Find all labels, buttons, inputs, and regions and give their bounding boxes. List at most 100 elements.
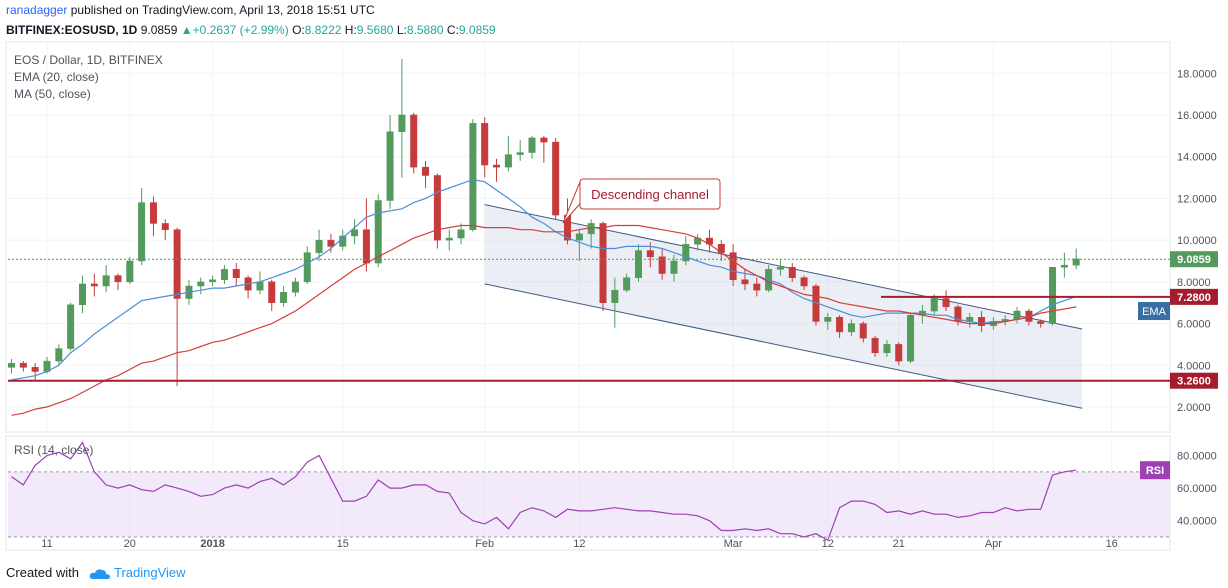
last-price-badge-bg	[1170, 251, 1218, 268]
candle-body	[824, 317, 832, 322]
candle-body	[422, 166, 430, 176]
candle-body	[753, 283, 761, 291]
price-chart[interactable]: 2.0000 4.0000 6.0000 8.0000 10.0000 12.0000 14…	[0, 40, 1228, 558]
o-label: O:	[292, 23, 305, 37]
candle-body	[493, 164, 501, 168]
rsi-line	[11, 441, 1077, 542]
resistance-badge-bg	[1170, 288, 1218, 305]
candle-body	[303, 252, 311, 283]
l-label: L:	[396, 23, 407, 37]
channel-fill	[484, 204, 1083, 409]
candle-body	[138, 202, 146, 262]
candle-body	[682, 244, 690, 262]
price-badges: 9.0859 7.2800 3.2600 EMA	[1138, 251, 1218, 389]
h-label: H:	[344, 23, 357, 37]
candle-body	[1037, 321, 1045, 324]
candle-body	[847, 323, 855, 333]
candle-body	[895, 344, 903, 362]
author-link[interactable]: ranadagger	[6, 3, 68, 17]
tradingview-cloud-icon	[89, 568, 110, 579]
rsi-badge-bg	[1140, 461, 1170, 480]
time-tick-label: Mar	[724, 538, 743, 550]
publish-text: published on TradingView.com, April 13, …	[67, 3, 375, 17]
candle-body	[232, 269, 240, 278]
grid	[8, 42, 1170, 550]
candle-body	[433, 175, 441, 241]
callout-joint	[581, 185, 595, 205]
time-axis[interactable]: 11 20 2018 15 Feb 12 Mar 12 21 Apr 16	[41, 538, 1118, 550]
candle-body	[374, 200, 382, 264]
candle-body	[114, 275, 122, 283]
candle-body	[552, 141, 560, 216]
price-tick-label: 10.0000	[1177, 235, 1217, 247]
time-tick-label: Feb	[475, 538, 494, 550]
c-label: C:	[446, 23, 459, 37]
candle-body	[1072, 258, 1080, 266]
candle-body	[161, 223, 169, 230]
candle-body	[90, 283, 98, 287]
price-axis[interactable]: 2.0000 4.0000 6.0000 8.0000 10.0000 12.0000 14…	[1177, 68, 1217, 414]
candle-body	[670, 260, 678, 274]
candle-body	[658, 256, 666, 274]
candle-body	[871, 337, 879, 353]
ema-badge: EMA	[1142, 306, 1167, 318]
channel-lower-line[interactable]	[484, 283, 1083, 409]
candle-body	[268, 281, 276, 303]
last-price: 9.0859	[140, 23, 178, 37]
candle-body	[907, 314, 915, 362]
time-tick-label: 2018	[200, 538, 224, 550]
candle-body	[540, 137, 548, 143]
candle-body	[126, 260, 134, 283]
tradingview-logo-text[interactable]: TradingView	[114, 565, 186, 580]
candle-body	[504, 154, 512, 168]
candle-body	[1060, 264, 1068, 268]
price-change-value: +0.2637 (+2.99%)	[192, 23, 289, 37]
callout-box	[579, 178, 721, 210]
candle-body	[398, 114, 406, 132]
rsi-legend: RSI (14, close)	[14, 443, 94, 457]
price-tick-label: 8.0000	[1177, 277, 1211, 289]
rsi-badge: RSI	[1146, 465, 1164, 477]
candle-body	[481, 123, 489, 166]
candle-body	[315, 239, 323, 253]
candle-body	[256, 281, 264, 291]
legend-ema: EMA (20, close)	[14, 70, 99, 84]
candle-body	[31, 367, 39, 372]
annotation-callout[interactable]: Descending channel	[562, 178, 721, 224]
symbol-name: BITFINEX:EOSUSD, 1D	[6, 23, 138, 37]
chart-legend: EOS / Dollar, 1D, BITFINEX EMA (20, clos…	[14, 52, 163, 103]
candles	[8, 58, 1080, 387]
price-tick-label: 6.0000	[1177, 319, 1211, 331]
time-tick-label: 12	[822, 538, 834, 550]
channel-upper-line[interactable]	[484, 204, 1083, 330]
candle-body	[386, 131, 394, 201]
candle-body	[836, 317, 844, 333]
candle-body	[469, 123, 477, 230]
candle-body	[729, 252, 737, 281]
last-price-badge: 9.0859	[1177, 254, 1211, 266]
candle-body	[800, 277, 808, 287]
callout-text: Descending channel	[591, 187, 709, 202]
price-tick-label: 4.0000	[1177, 360, 1211, 372]
price-tick-label: 18.0000	[1177, 68, 1217, 80]
candle-body	[55, 348, 63, 362]
candle-body	[741, 279, 749, 285]
time-tick-label: 12	[573, 538, 585, 550]
candle-body	[634, 250, 642, 278]
rsi-tick-label: 80.0000	[1177, 451, 1217, 463]
legend-title: EOS / Dollar, 1D, BITFINEX	[14, 53, 163, 67]
candle-body	[942, 298, 950, 308]
symbol-info: BITFINEX:EOSUSD, 1D 9.0859 ▲+0.2637 (+2.…	[0, 20, 1228, 40]
rsi-indicator: 40.0000 60.0000 80.0000 RSI	[8, 441, 1217, 542]
resistance-badge: 7.2800	[1177, 292, 1211, 304]
time-tick-label: 11	[41, 538, 52, 550]
price-tick-label: 14.0000	[1177, 152, 1217, 164]
candle-body	[457, 229, 465, 239]
candle-body	[516, 152, 524, 155]
price-change: ▲	[180, 23, 193, 37]
l-value: 8.5880	[406, 23, 444, 37]
o-value: 8.8222	[304, 23, 342, 37]
candle-body	[209, 279, 217, 283]
rsi-tick-label: 40.0000	[1177, 516, 1217, 528]
time-tick-label: Apr	[985, 538, 1002, 550]
